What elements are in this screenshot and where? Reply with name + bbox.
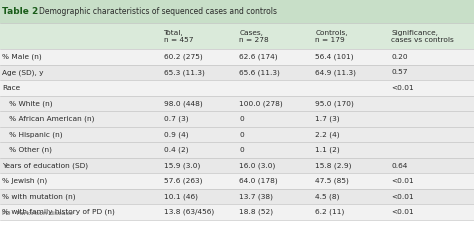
- Text: % Male (n): % Male (n): [2, 54, 42, 60]
- FancyBboxPatch shape: [0, 23, 474, 49]
- FancyBboxPatch shape: [0, 0, 474, 23]
- Text: 100.0 (278): 100.0 (278): [239, 100, 283, 107]
- FancyBboxPatch shape: [0, 189, 474, 205]
- Text: <0.01: <0.01: [391, 85, 414, 91]
- FancyBboxPatch shape: [0, 80, 474, 96]
- Text: % Hispanic (n): % Hispanic (n): [2, 131, 63, 138]
- Text: <0.01: <0.01: [391, 194, 414, 200]
- Text: % African American (n): % African American (n): [2, 116, 95, 122]
- Text: 10.1 (46): 10.1 (46): [164, 194, 198, 200]
- Text: 98.0 (448): 98.0 (448): [164, 100, 202, 107]
- Text: 0.9 (4): 0.9 (4): [164, 131, 188, 138]
- Text: PD   Parkinson disease: PD Parkinson disease: [2, 211, 73, 216]
- Text: Controls,
n = 179: Controls, n = 179: [315, 30, 348, 43]
- Text: % Other (n): % Other (n): [2, 147, 52, 153]
- FancyBboxPatch shape: [0, 127, 474, 142]
- Text: 6.2 (11): 6.2 (11): [315, 209, 345, 216]
- Text: 0.20: 0.20: [391, 54, 408, 60]
- Text: 0.57: 0.57: [391, 69, 408, 75]
- Text: 56.4 (101): 56.4 (101): [315, 54, 354, 60]
- Text: 0: 0: [239, 132, 244, 138]
- Text: 16.0 (3.0): 16.0 (3.0): [239, 162, 276, 169]
- Text: Years of education (SD): Years of education (SD): [2, 162, 89, 169]
- Text: 13.7 (38): 13.7 (38): [239, 194, 273, 200]
- Text: 64.9 (11.3): 64.9 (11.3): [315, 69, 356, 76]
- Text: 62.6 (174): 62.6 (174): [239, 54, 278, 60]
- Text: 47.5 (85): 47.5 (85): [315, 178, 349, 184]
- Text: Demographic characteristics of sequenced cases and controls: Demographic characteristics of sequenced…: [39, 7, 277, 16]
- Text: Significance,
cases vs controls: Significance, cases vs controls: [391, 30, 454, 43]
- Text: 1.7 (3): 1.7 (3): [315, 116, 340, 122]
- Text: 4.5 (8): 4.5 (8): [315, 194, 340, 200]
- Text: 65.6 (11.3): 65.6 (11.3): [239, 69, 280, 76]
- Text: 1.1 (2): 1.1 (2): [315, 147, 340, 153]
- Text: 60.2 (275): 60.2 (275): [164, 54, 202, 60]
- Text: <0.01: <0.01: [391, 209, 414, 215]
- FancyBboxPatch shape: [0, 205, 474, 220]
- Text: Table 2: Table 2: [2, 7, 38, 16]
- Text: 0.64: 0.64: [391, 163, 408, 169]
- Text: <0.01: <0.01: [391, 178, 414, 184]
- FancyBboxPatch shape: [0, 49, 474, 65]
- Text: 0: 0: [239, 116, 244, 122]
- Text: 64.0 (178): 64.0 (178): [239, 178, 278, 184]
- Text: Cases,
n = 278: Cases, n = 278: [239, 30, 269, 43]
- Text: 95.0 (170): 95.0 (170): [315, 100, 354, 107]
- Text: 0.7 (3): 0.7 (3): [164, 116, 188, 122]
- Text: % with mutation (n): % with mutation (n): [2, 194, 76, 200]
- Text: Age (SD), y: Age (SD), y: [2, 69, 44, 76]
- FancyBboxPatch shape: [0, 158, 474, 173]
- Text: % White (n): % White (n): [2, 100, 53, 107]
- Text: Race: Race: [2, 85, 20, 91]
- FancyBboxPatch shape: [0, 96, 474, 111]
- Text: Total,
n = 457: Total, n = 457: [164, 30, 193, 43]
- FancyBboxPatch shape: [0, 65, 474, 80]
- Text: 15.9 (3.0): 15.9 (3.0): [164, 162, 200, 169]
- Text: % Jewish (n): % Jewish (n): [2, 178, 47, 184]
- Text: 57.6 (263): 57.6 (263): [164, 178, 202, 184]
- FancyBboxPatch shape: [0, 173, 474, 189]
- Text: 65.3 (11.3): 65.3 (11.3): [164, 69, 204, 76]
- Text: 18.8 (52): 18.8 (52): [239, 209, 273, 216]
- Text: 2.2 (4): 2.2 (4): [315, 131, 340, 138]
- FancyBboxPatch shape: [0, 111, 474, 127]
- Text: 13.8 (63/456): 13.8 (63/456): [164, 209, 214, 216]
- Text: 15.8 (2.9): 15.8 (2.9): [315, 162, 352, 169]
- Text: 0: 0: [239, 147, 244, 153]
- Text: 0.4 (2): 0.4 (2): [164, 147, 188, 153]
- FancyBboxPatch shape: [0, 142, 474, 158]
- Text: % with family history of PD (n): % with family history of PD (n): [2, 209, 115, 216]
